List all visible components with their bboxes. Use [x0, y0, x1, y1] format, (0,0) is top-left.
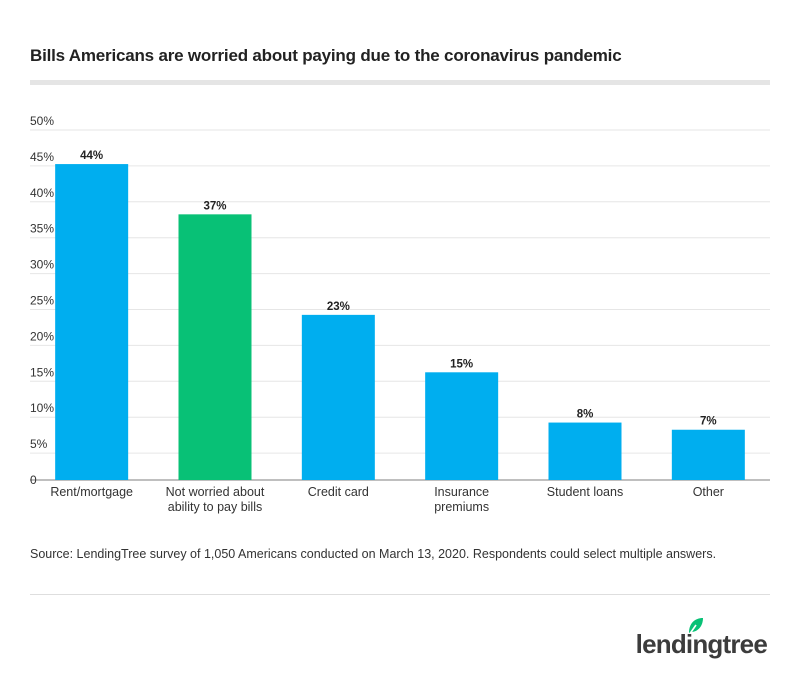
y-tick-label: 10%: [30, 401, 54, 415]
source-note: Source: LendingTree survey of 1,050 Amer…: [30, 547, 717, 561]
footer-divider: [30, 594, 770, 595]
bar: [301, 314, 375, 480]
bar-value-label: 37%: [203, 200, 226, 212]
value-labels: 44% 37% 23% 15% 8% 7%: [80, 150, 716, 428]
x-tick-label: Insurance: [434, 485, 489, 499]
x-tick-label: Student loans: [547, 485, 623, 499]
y-tick-label: 15%: [30, 365, 54, 379]
bar: [178, 214, 252, 480]
bar-chart: 0 5% 10% 15% 20% 25% 30% 35% 40% 45% 50% 44% 37% 23%…: [30, 114, 770, 514]
y-tick-label: 0: [30, 473, 37, 487]
leaf-icon: [688, 618, 703, 636]
y-tick-label: 20%: [30, 329, 54, 343]
bar: [425, 372, 499, 480]
x-tick-label: Not worried about: [166, 485, 265, 499]
bar-value-label: 8%: [577, 409, 594, 421]
logo-wordmark: lendingtree: [635, 629, 768, 659]
lendingtree-logo: lendingtree: [627, 616, 768, 660]
x-tick-label: Credit card: [308, 485, 369, 499]
bar: [55, 164, 129, 480]
gridlines: [30, 129, 770, 481]
y-tick-label: 40%: [30, 186, 54, 200]
x-tick-label: Other: [693, 485, 724, 499]
title-divider: [30, 80, 770, 85]
x-tick-label: Rent/mortgage: [50, 485, 133, 499]
y-tick-label: 45%: [30, 150, 54, 164]
bars: [55, 164, 745, 480]
bar: [671, 429, 745, 480]
bar: [548, 422, 622, 480]
y-tick-label: 50%: [30, 114, 54, 128]
y-tick-label: 35%: [30, 222, 54, 236]
x-tick-label: premiums: [434, 500, 489, 514]
y-axis-ticks: 0 5% 10% 15% 20% 25% 30% 35% 40% 45% 50%: [30, 114, 54, 487]
y-tick-label: 30%: [30, 258, 54, 272]
y-tick-label: 5%: [30, 437, 48, 451]
chart-title: Bills Americans are worried about paying…: [30, 46, 622, 65]
bar-value-label: 23%: [327, 301, 350, 313]
y-tick-label: 25%: [30, 294, 54, 308]
bar-value-label: 44%: [80, 150, 103, 162]
bar-value-label: 15%: [450, 358, 473, 370]
x-tick-label: ability to pay bills: [168, 500, 263, 514]
bar-value-label: 7%: [700, 416, 717, 428]
